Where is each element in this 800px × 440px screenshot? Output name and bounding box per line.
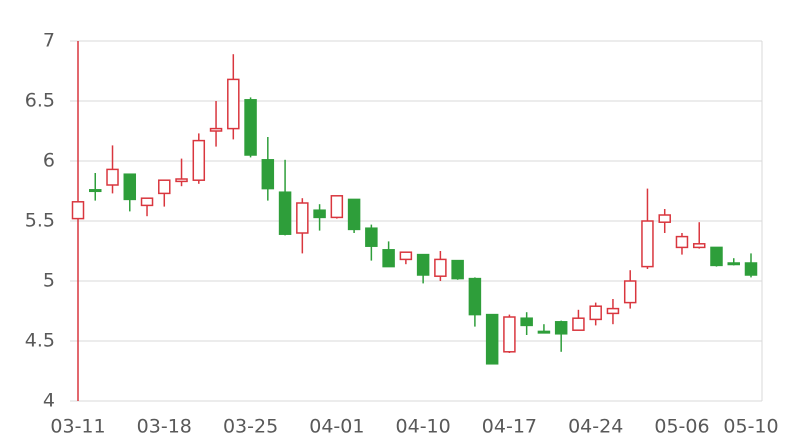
- candle-body: [727, 262, 740, 266]
- candle-body: [485, 313, 499, 365]
- y-tick-label: 5.5: [25, 210, 55, 232]
- candle-body: [451, 259, 464, 280]
- candle-body: [209, 127, 223, 132]
- x-tick-label: 04-17: [482, 416, 537, 438]
- candle-body: [468, 277, 482, 316]
- candle-body: [606, 307, 620, 315]
- y-tick-label: 4: [43, 390, 55, 412]
- candle-body: [399, 251, 413, 261]
- candle-body: [347, 198, 361, 231]
- y-tick-label: 6: [43, 150, 55, 172]
- candle-body: [692, 243, 706, 249]
- candle-body: [192, 139, 206, 181]
- candle-body: [434, 258, 447, 277]
- candle-body: [382, 249, 395, 268]
- candle-body: [89, 189, 102, 193]
- candle-body: [589, 305, 602, 321]
- candle-body: [330, 195, 344, 219]
- candle-body: [313, 209, 326, 219]
- candle-body: [261, 159, 275, 190]
- candle-body: [554, 321, 568, 335]
- candle-body: [227, 78, 240, 130]
- candle-body: [365, 227, 378, 247]
- candle-body: [744, 262, 758, 276]
- y-tick-label: 6.5: [25, 90, 55, 112]
- candle-body: [158, 179, 171, 195]
- candle-body: [71, 201, 85, 220]
- candle-body: [278, 191, 292, 235]
- candle-body: [416, 253, 430, 276]
- x-tick-label: 05-10: [723, 416, 778, 438]
- y-tick-label: 5: [43, 270, 55, 292]
- candle-body: [520, 317, 533, 327]
- candle-body: [244, 99, 257, 156]
- candle-body: [658, 214, 671, 223]
- x-tick-label: 04-24: [568, 416, 623, 438]
- y-tick-label: 4.5: [25, 330, 55, 352]
- x-tick-label: 05-06: [654, 416, 709, 438]
- candle-body: [106, 168, 119, 186]
- x-tick-label: 04-01: [309, 416, 364, 438]
- x-tick-label: 03-11: [50, 416, 105, 438]
- x-tick-label: 03-18: [137, 416, 192, 438]
- candle-body: [296, 202, 309, 234]
- candle-body: [623, 280, 637, 304]
- candle-body: [123, 173, 137, 201]
- candle-body: [641, 220, 654, 268]
- x-tick-label: 03-25: [223, 416, 278, 438]
- x-tick-label: 04-10: [396, 416, 451, 438]
- y-tick-label: 7: [43, 30, 55, 52]
- candle-body: [537, 330, 551, 334]
- candle-body: [140, 197, 154, 207]
- candle-body: [503, 316, 516, 353]
- candle-body: [572, 317, 585, 331]
- candle-body: [675, 235, 689, 249]
- candle-body: [710, 246, 723, 267]
- candle-body: [175, 178, 188, 183]
